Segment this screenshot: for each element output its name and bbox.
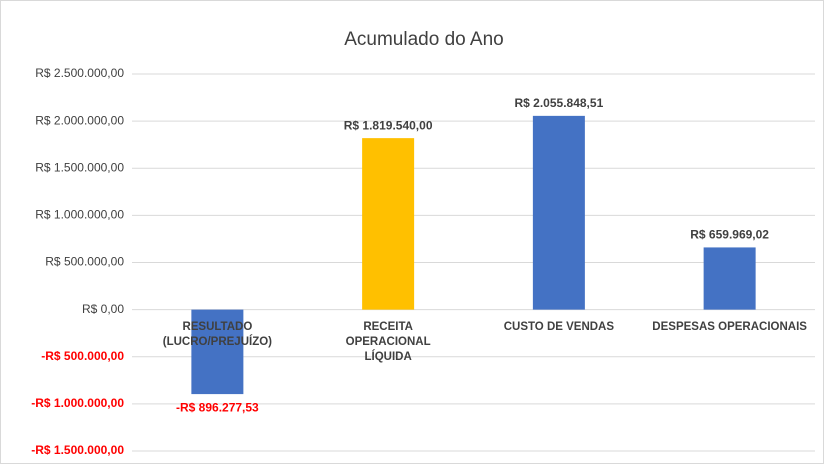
y-tick-label: -R$ 1.000.000,00 bbox=[31, 396, 124, 410]
x-tick-label: CUSTO DE VENDAS bbox=[503, 320, 615, 333]
y-tick-label: R$ 1.500.000,00 bbox=[35, 160, 124, 174]
y-tick-label: R$ 1.000.000,00 bbox=[35, 208, 124, 222]
x-tick-label: RESULTADO (LUCRO/PREJUÍZO) bbox=[162, 320, 272, 348]
data-label: R$ 2.055.848,51 bbox=[515, 96, 604, 110]
bar bbox=[362, 138, 415, 310]
bar bbox=[532, 115, 585, 310]
y-tick-label: -R$ 1.500.000,00 bbox=[31, 443, 124, 457]
data-label: R$ 1.819.540,00 bbox=[344, 118, 433, 132]
bar bbox=[191, 309, 244, 395]
y-tick-label: -R$ 500.000,00 bbox=[41, 349, 124, 363]
y-tick-label: R$ 500.000,00 bbox=[45, 255, 124, 269]
chart-title: Acumulado do Ano bbox=[344, 29, 504, 50]
data-label: -R$ 896.277,53 bbox=[176, 400, 259, 414]
x-tick-label: RECEITA OPERACIONAL LÍQUIDA bbox=[345, 320, 431, 363]
y-tick-label: R$ 0,00 bbox=[82, 302, 124, 316]
x-tick-label: DESPESAS OPERACIONAIS bbox=[652, 320, 807, 333]
y-tick-label: R$ 2.000.000,00 bbox=[35, 113, 124, 127]
bar bbox=[703, 247, 756, 310]
data-label: R$ 659.969,02 bbox=[690, 228, 769, 242]
y-tick-label: R$ 2.500.000,00 bbox=[35, 66, 124, 80]
